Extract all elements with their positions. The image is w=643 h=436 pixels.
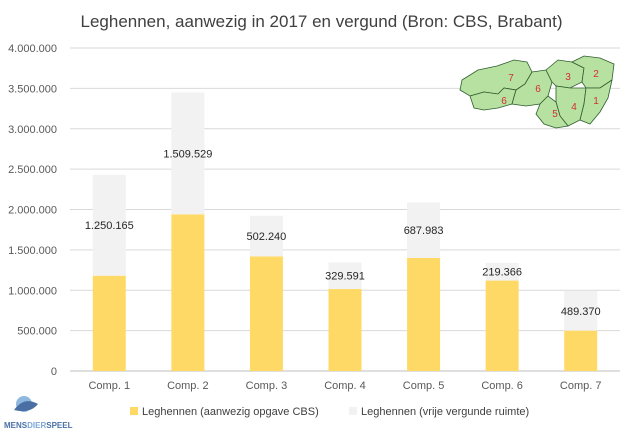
bar-aanwezig-1 xyxy=(92,275,126,371)
bar-aanwezig-5 xyxy=(407,257,441,371)
y-tick-label: 500.000 xyxy=(17,326,57,338)
gridlines xyxy=(70,47,620,372)
x-tick-label: Comp. 2 xyxy=(167,380,209,392)
chart-title: Leghennen, aanwezig in 2017 en vergund (… xyxy=(81,12,563,31)
data-label: 687.983 xyxy=(404,225,444,237)
data-label: 1.250.165 xyxy=(85,220,134,232)
bar-aanwezig-4 xyxy=(328,289,362,371)
bar-vrije-3 xyxy=(249,215,283,257)
y-tick-label: 3.000.000 xyxy=(8,124,57,136)
y-tick-label: 3.500.000 xyxy=(8,83,57,95)
map-label-2: 2 xyxy=(593,69,599,80)
y-axis: 0 500.000 1.000.000 1.500.000 2.000.000 2.500… xyxy=(8,43,57,378)
map-label-7: 7 xyxy=(508,73,514,84)
bar-aanwezig-3 xyxy=(249,256,283,371)
y-tick-label: 2.500.000 xyxy=(8,164,57,176)
y-tick-label: 2.000.000 xyxy=(8,205,57,217)
brabant-map: 2 3 7 6 6 1 4 5 xyxy=(459,55,615,129)
bar-vrije-1 xyxy=(92,174,126,276)
logo-text: MENSDIERSPEEL xyxy=(4,421,73,430)
legend-swatch-aanwezig xyxy=(130,407,138,415)
map-region-5 xyxy=(535,95,569,129)
data-label: 502.240 xyxy=(247,231,287,243)
mensdierspeel-logo: MENSDIERSPEEL xyxy=(4,396,73,430)
bars xyxy=(92,92,598,371)
x-tick-label: Comp. 7 xyxy=(560,380,602,392)
data-label: 1.509.529 xyxy=(163,148,212,160)
map-label-4: 4 xyxy=(571,102,577,113)
legend: Leghennen (aanwezig opgave CBS) Leghenne… xyxy=(130,406,529,418)
map-label-3: 3 xyxy=(565,72,571,83)
data-label: 219.366 xyxy=(482,267,522,279)
legend-swatch-vrije xyxy=(349,407,357,415)
x-tick-label: Comp. 1 xyxy=(88,380,130,392)
bar-aanwezig-6 xyxy=(485,280,519,371)
map-label-6: 6 xyxy=(535,84,541,95)
logo-shape-icon xyxy=(14,401,38,412)
bar-vrije-5 xyxy=(407,202,441,258)
bar-vrije-4 xyxy=(328,262,362,290)
x-tick-label: Comp. 4 xyxy=(324,380,366,392)
bar-vrije-7 xyxy=(564,291,598,331)
bar-aanwezig-2 xyxy=(171,214,205,371)
bar-vrije-6 xyxy=(485,262,519,281)
y-tick-label: 1.000.000 xyxy=(8,285,57,297)
map-region-1 xyxy=(579,79,613,125)
x-tick-label: Comp. 5 xyxy=(403,380,445,392)
y-tick-label: 1.500.000 xyxy=(8,245,57,257)
x-axis: Comp. 1 Comp. 2 Comp. 3 Comp. 4 Comp. 5 Comp.… xyxy=(88,380,601,392)
x-tick-label: Comp. 3 xyxy=(246,380,288,392)
x-tick-label: Comp. 6 xyxy=(481,380,523,392)
bar-vrije-2 xyxy=(171,92,205,215)
y-tick-label: 0 xyxy=(51,366,57,378)
legend-label-vrije: Leghennen (vrije vergunde ruimte) xyxy=(361,406,529,418)
bar-aanwezig-7 xyxy=(564,330,598,371)
y-tick-label: 4.000.000 xyxy=(8,43,57,55)
map-label-6-west: 6 xyxy=(501,96,507,107)
map-region-6b xyxy=(511,69,553,107)
map-label-5: 5 xyxy=(552,109,558,120)
map-label-1: 1 xyxy=(593,96,599,107)
legend-label-aanwezig: Leghennen (aanwezig opgave CBS) xyxy=(142,406,319,418)
data-labels: 1.250.165 1.509.529 502.240 329.591 687.983 2… xyxy=(85,148,601,317)
data-label: 489.370 xyxy=(561,306,601,318)
data-label: 329.591 xyxy=(325,271,365,283)
